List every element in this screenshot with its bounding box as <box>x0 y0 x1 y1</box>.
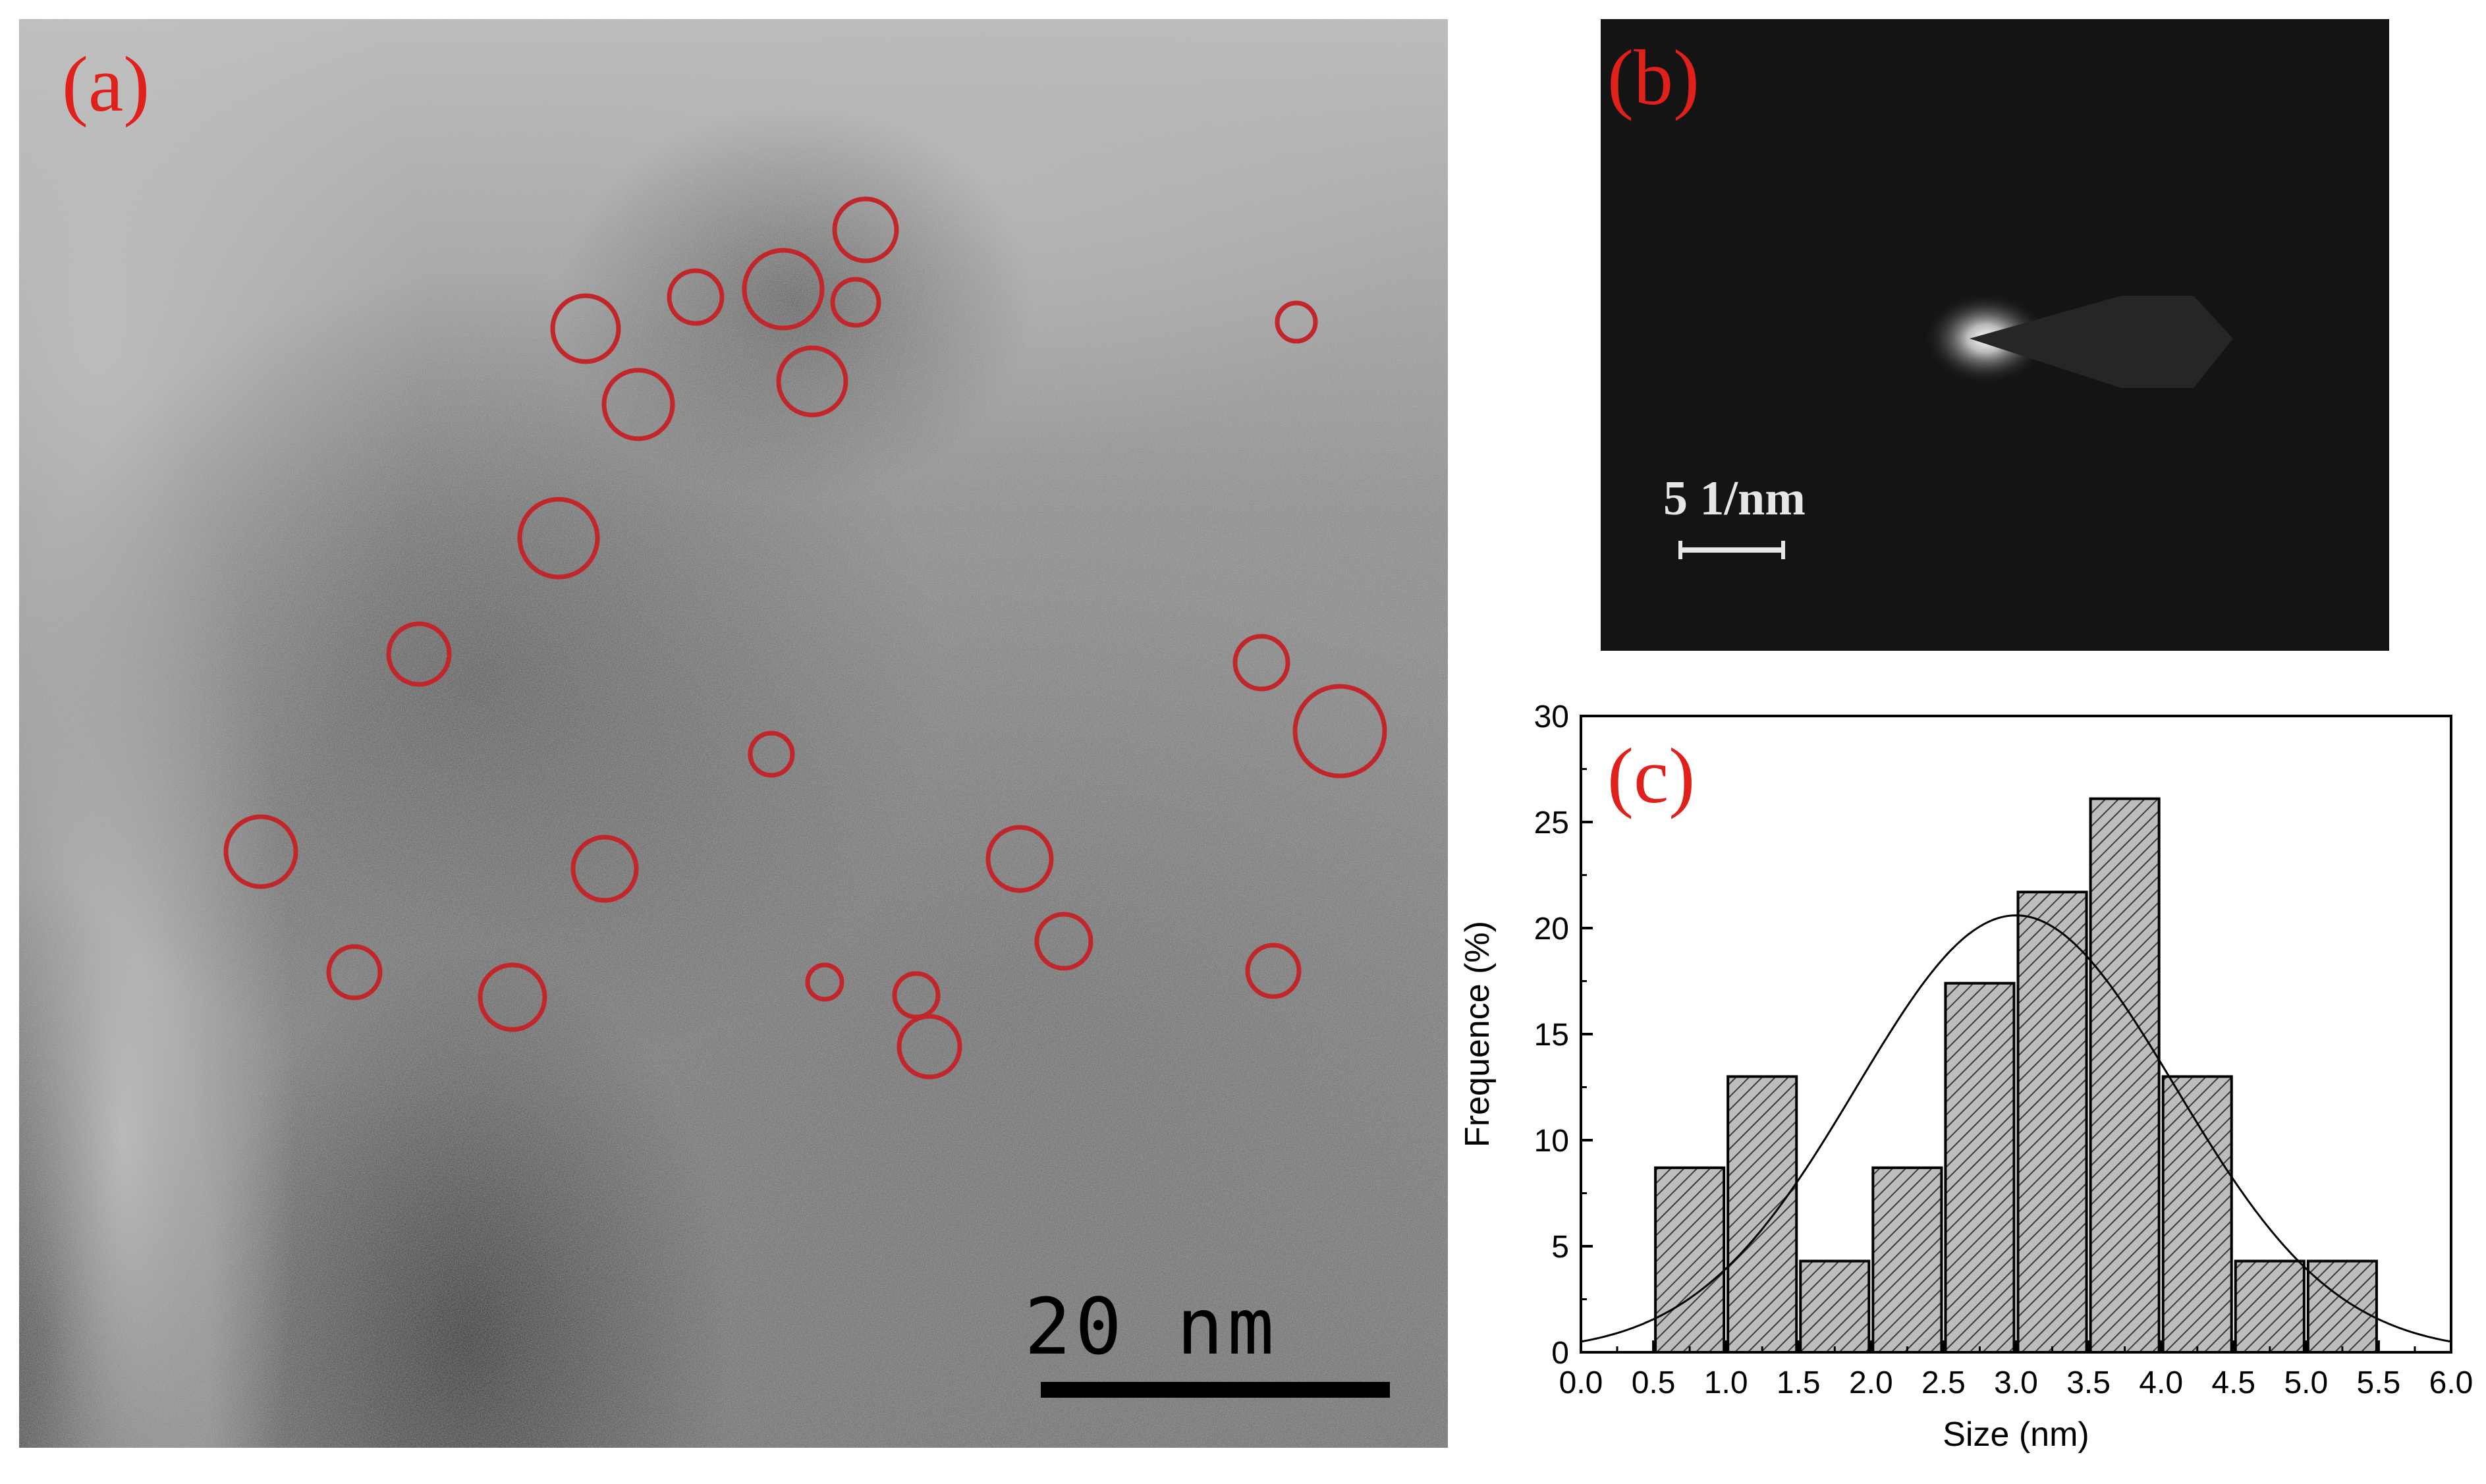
nanoparticle-circle <box>748 730 795 778</box>
nanoparticle-circle <box>985 825 1054 893</box>
nanoparticle-circle <box>1034 912 1093 971</box>
x-tick-label: 0.5 <box>1632 1365 1676 1400</box>
nanoparticle-circle <box>1245 943 1302 999</box>
panel-b-label: (b) <box>1607 34 1699 121</box>
y-tick-label: 10 <box>1534 1124 1569 1159</box>
nanoparticle-circle <box>1275 300 1318 344</box>
histogram-bar <box>1726 1075 1798 1354</box>
histogram-bar <box>2016 891 2088 1354</box>
y-tick-label: 0 <box>1551 1336 1569 1371</box>
diffraction-glow <box>1923 292 2233 388</box>
histogram-bar <box>2306 1259 2378 1354</box>
beam-stopper <box>1970 296 2233 388</box>
x-tick-label: 5.5 <box>2357 1365 2401 1400</box>
nanoparticle-circle <box>326 944 383 1001</box>
nanoparticle-circle <box>667 268 725 326</box>
nanoparticle-circle <box>830 277 881 328</box>
panel-c-label: (c) <box>1607 732 1696 819</box>
diffraction-pattern <box>1601 19 2389 651</box>
scale-bar-a-label: 20 nm <box>1024 1281 1279 1372</box>
scale-bar-b-label: 5 1/nm <box>1663 472 1806 526</box>
panel-a-label: (a) <box>62 40 150 128</box>
y-tick-label: 5 <box>1551 1230 1569 1265</box>
y-tick-label: 20 <box>1534 912 1569 947</box>
nanoparticle-circle <box>550 293 621 364</box>
nanoparticle-circle <box>742 248 825 331</box>
y-tick-label: 15 <box>1534 1018 1569 1053</box>
histogram-bar <box>1654 1166 1726 1354</box>
nanoparticle-circle <box>478 962 547 1032</box>
tem-image <box>19 19 1448 1448</box>
nanoparticle-circle <box>570 835 639 903</box>
histogram-bar <box>1799 1259 1871 1354</box>
x-tick-label: 4.5 <box>2211 1365 2255 1400</box>
nanoparticle-circle <box>386 621 452 687</box>
histogram-bar <box>2234 1259 2306 1354</box>
x-tick-label: 4.0 <box>2139 1365 2183 1400</box>
x-tick-label: 1.5 <box>1777 1365 1821 1400</box>
x-tick-label: 3.5 <box>2066 1365 2111 1400</box>
y-tick-label: 25 <box>1534 806 1569 840</box>
scale-bar-a <box>1041 1382 1390 1398</box>
x-tick-label: 2.5 <box>1921 1365 1966 1400</box>
nanoparticle-circle <box>517 497 600 580</box>
nanoparticle-circle <box>223 814 298 889</box>
y-tick-label: 30 <box>1534 700 1569 734</box>
x-tick-label: 0.0 <box>1559 1365 1603 1400</box>
nanoparticle-circle <box>776 345 848 418</box>
histogram-bar <box>1871 1166 1943 1354</box>
gaussian-fit-curve <box>1580 914 2452 1343</box>
nanoparticle-circle <box>897 1014 962 1080</box>
nanoparticle-circle <box>1232 634 1290 692</box>
nanoparticle-circle <box>805 962 844 1002</box>
histogram-bar <box>2161 1075 2233 1354</box>
nanoparticle-circle <box>1292 684 1387 779</box>
nanoparticle-circle <box>832 196 899 263</box>
histogram-bar <box>2089 797 2161 1354</box>
x-axis-label: Size (nm) <box>1943 1415 2089 1454</box>
x-tick-label: 5.0 <box>2284 1365 2328 1400</box>
histogram-bar <box>1944 981 2016 1354</box>
x-tick-label: 1.0 <box>1704 1365 1748 1400</box>
x-tick-label: 3.0 <box>1994 1365 2038 1400</box>
scale-bar-b <box>1678 541 1785 559</box>
nanoparticle-circles <box>19 19 1448 1448</box>
y-axis-label: Frequence (%) <box>1458 921 1497 1147</box>
nanoparticle-circle <box>601 368 675 441</box>
size-histogram: 0.0 0.5 1.0 1.5 2.0 2.5 3.0 3.5 4.0 4.5 5.0 5.5 6.0 … <box>1458 700 2473 1454</box>
tem-grain <box>19 19 1448 1448</box>
x-tick-label: 6.0 <box>2429 1365 2473 1400</box>
x-tick-label: 2.0 <box>1849 1365 1893 1400</box>
